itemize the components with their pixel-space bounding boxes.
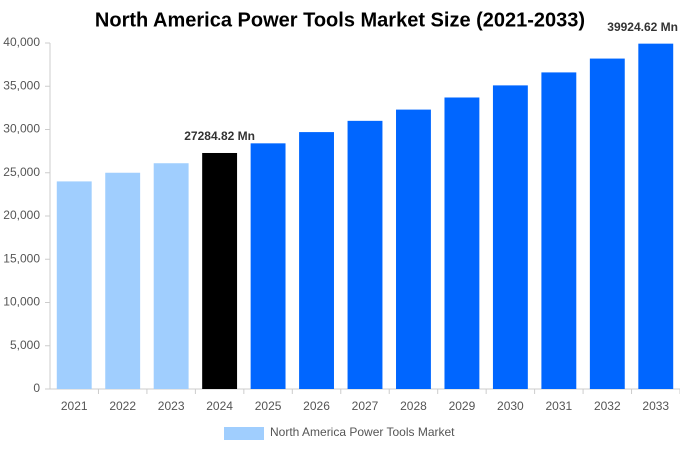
bar (299, 132, 334, 389)
x-tick-label: 2021 (61, 399, 88, 413)
value-label: 39924.62 Mn (607, 20, 678, 34)
legend-swatch (224, 427, 264, 440)
x-tick-label: 2030 (497, 399, 524, 413)
bar (541, 72, 577, 389)
x-tick-label: 2022 (109, 399, 136, 413)
y-tick-label: 10,000 (3, 295, 40, 309)
y-tick-label: 0 (33, 381, 40, 395)
x-tick-label: 2031 (545, 399, 572, 413)
chart-title: North America Power Tools Market Size (2… (95, 9, 585, 31)
value-label: 27284.82 Mn (184, 129, 255, 143)
bar (56, 181, 92, 389)
bar (444, 97, 480, 390)
bar (202, 152, 238, 389)
y-tick-label: 30,000 (3, 122, 40, 136)
y-tick-label: 25,000 (3, 165, 40, 179)
x-tick-label: 2026 (303, 399, 330, 413)
x-tick-label: 2028 (400, 399, 427, 413)
y-tick-label: 40,000 (3, 35, 40, 49)
x-tick-label: 2032 (594, 399, 621, 413)
y-tick-label: 15,000 (3, 251, 40, 265)
x-tick-label: 2024 (206, 399, 233, 413)
bar (347, 120, 383, 389)
bar (396, 109, 431, 389)
bar (638, 43, 674, 389)
x-tick-label: 2029 (449, 399, 476, 413)
x-tick-label: 2023 (158, 399, 185, 413)
y-tick-label: 5,000 (10, 338, 40, 352)
x-tick-label: 2033 (642, 399, 669, 413)
y-tick-label: 20,000 (3, 208, 40, 222)
legend-label: North America Power Tools Market (270, 425, 455, 439)
y-tick-label: 35,000 (3, 78, 40, 92)
bar (492, 85, 528, 389)
x-tick-label: 2025 (255, 399, 282, 413)
bar (250, 143, 286, 389)
bar (589, 58, 625, 389)
x-tick-label: 2027 (352, 399, 379, 413)
bar (105, 172, 141, 389)
bar (153, 163, 189, 389)
